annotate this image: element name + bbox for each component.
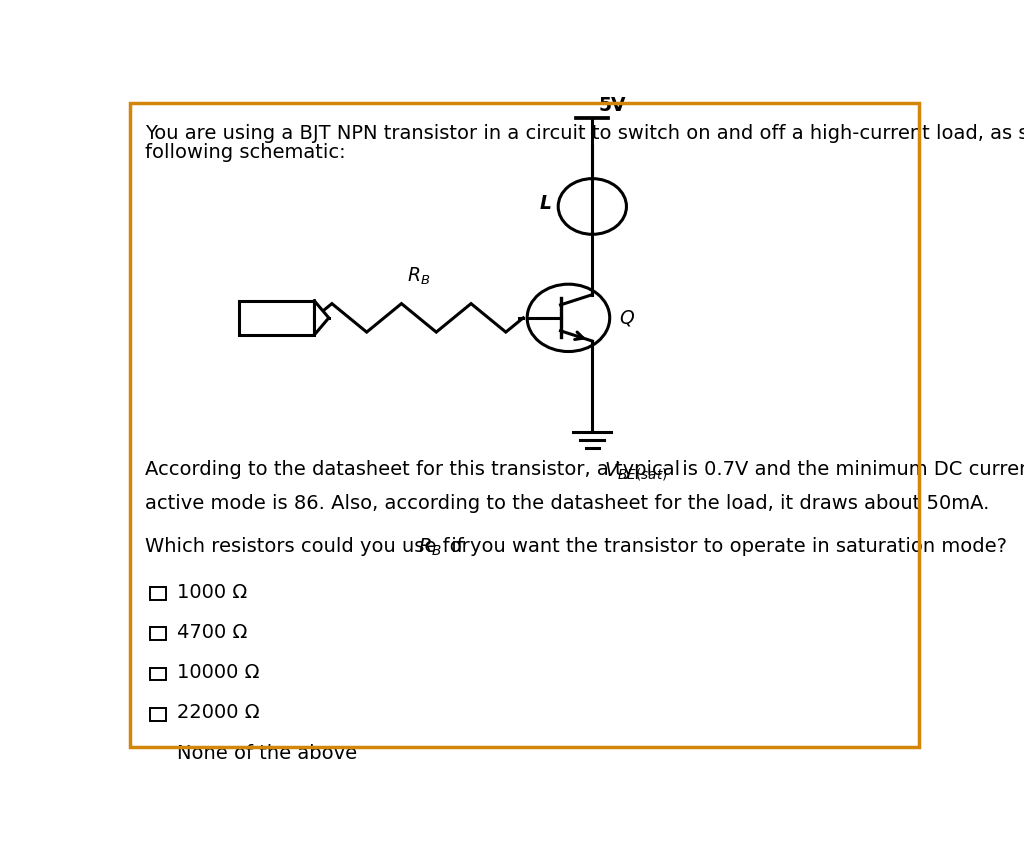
Bar [151,627,166,640]
Text: According to the datasheet for this transistor, a typical: According to the datasheet for this tran… [145,460,687,479]
Text: 4700 Ω: 4700 Ω [177,623,248,642]
Text: $R_B$: $R_B$ [408,266,430,287]
Bar [151,707,166,721]
Polygon shape [314,301,329,335]
Text: 10000 Ω: 10000 Ω [177,664,260,682]
Bar [151,668,166,680]
Text: 1000 Ω: 1000 Ω [177,583,248,602]
Text: None of the above: None of the above [177,743,357,763]
Text: if you want the transistor to operate in saturation mode?: if you want the transistor to operate in… [445,537,1008,556]
Text: Which resistors could you use for: Which resistors could you use for [145,537,476,556]
Text: 22000 Ω: 22000 Ω [177,703,260,722]
Text: following schematic:: following schematic: [145,143,346,162]
Text: active mode is 86. Also, according to the datasheet for the load, it draws about: active mode is 86. Also, according to th… [145,494,990,513]
Bar [240,301,314,335]
Text: 5V: 5V [598,96,626,114]
Text: $R_B$: $R_B$ [419,537,442,558]
Text: You are using a BJT NPN transistor in a circuit to switch on and off a high-curr: You are using a BJT NPN transistor in a … [145,124,1024,143]
Bar [151,587,166,600]
Text: $V_{BE(sat)}$: $V_{BE(sat)}$ [604,460,668,483]
Text: L: L [540,194,552,214]
Bar [151,748,166,761]
Text: GPIO: GPIO [256,309,297,327]
Text: is 0.7V and the minimum DC current gain in: is 0.7V and the minimum DC current gain … [676,460,1024,479]
Text: Q: Q [620,309,634,327]
